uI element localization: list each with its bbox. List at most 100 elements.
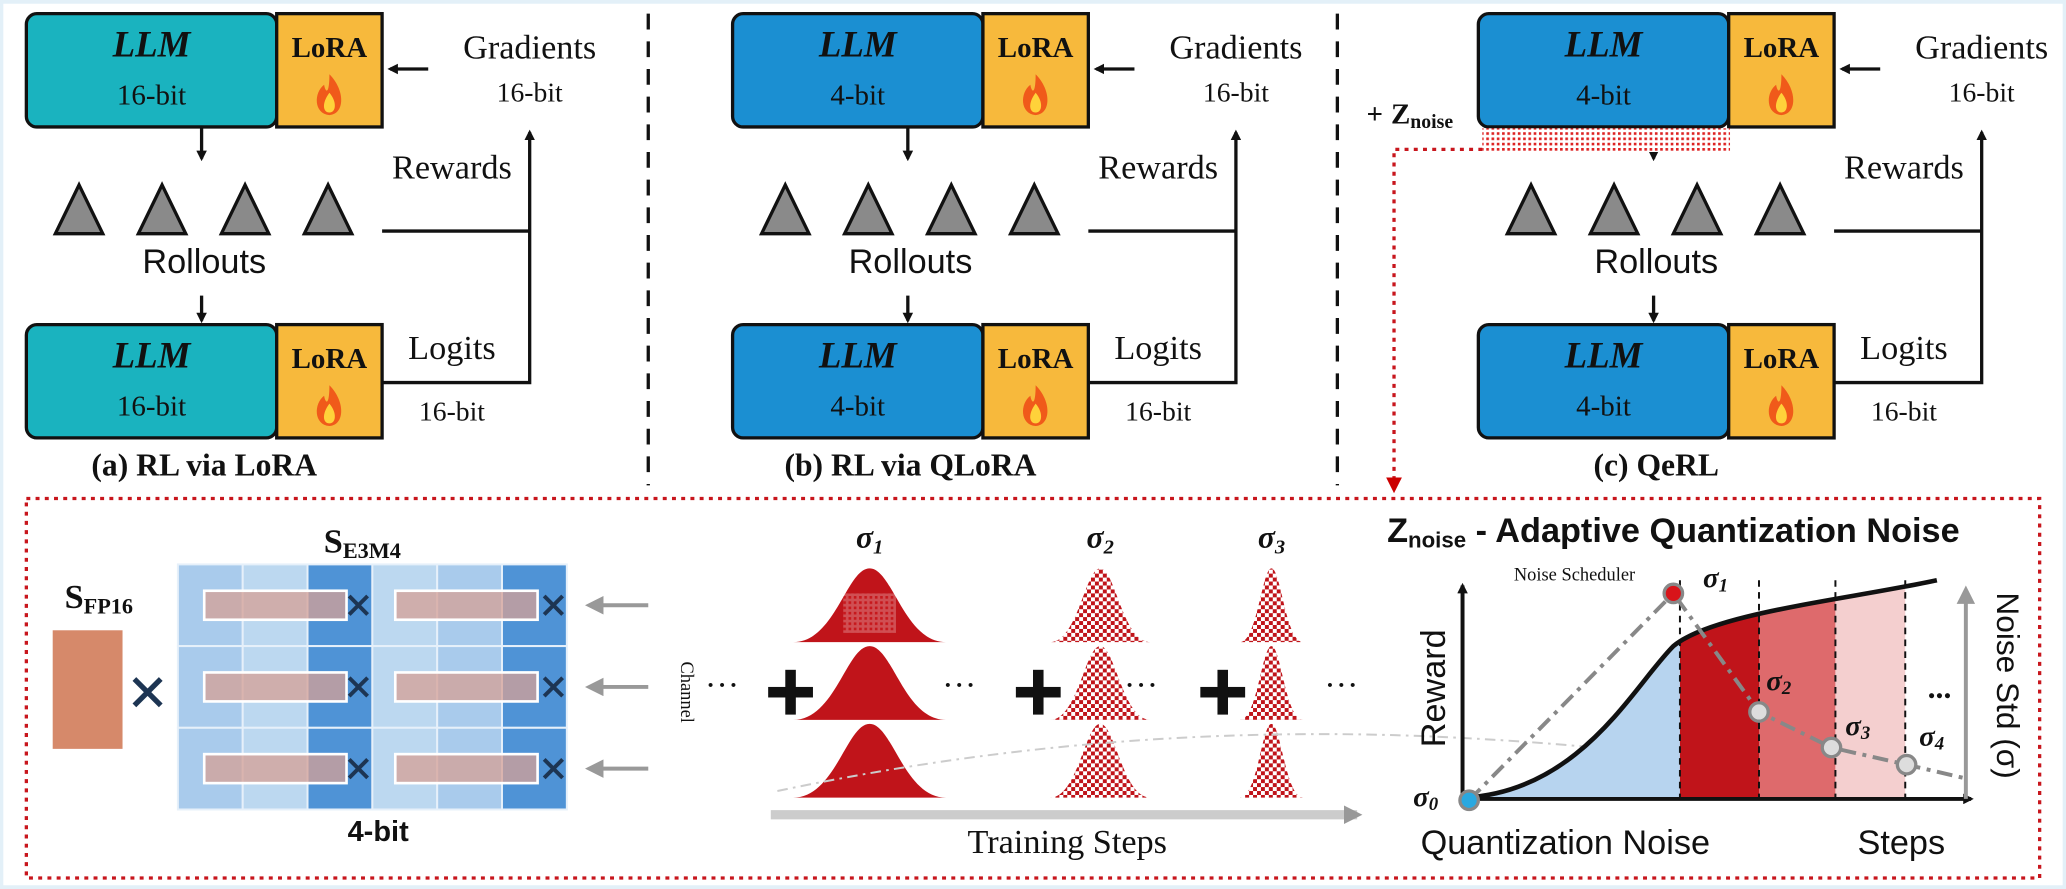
- multiply-mark: [347, 676, 370, 698]
- ellipsis: ···: [1324, 666, 1358, 704]
- gradients-label: Gradients: [463, 28, 596, 66]
- noise-distribution: [1050, 723, 1151, 798]
- subscript: 3: [1274, 536, 1285, 558]
- subscript: noise: [1410, 111, 1453, 133]
- llm-label: LLM: [818, 334, 898, 375]
- sigma-label: σ2: [1087, 520, 1114, 558]
- symbol: σ: [1766, 665, 1783, 697]
- rollouts-label: Rollouts: [1594, 243, 1718, 281]
- symbol: σ: [1703, 562, 1720, 594]
- multiply-mark: [542, 758, 565, 780]
- noise-region: [1758, 580, 1836, 798]
- point-label: σ1: [1703, 562, 1728, 597]
- scale-bar: [202, 589, 348, 622]
- scheduler-label: Noise Scheduler: [1514, 564, 1635, 584]
- rollouts-label: Rollouts: [849, 243, 973, 281]
- lora-label: LoRA: [292, 343, 368, 375]
- connector: [382, 129, 535, 385]
- noise-band: [1482, 128, 1731, 152]
- noise-region: [1835, 580, 1906, 798]
- rewards-label: Rewards: [1844, 148, 1964, 186]
- sigma-label: σ3: [1258, 520, 1285, 558]
- symbol: S: [324, 522, 343, 560]
- subscript: 4: [1934, 734, 1944, 755]
- dot-texture: [843, 593, 896, 633]
- noise-distribution: [793, 646, 947, 720]
- subscript: FP16: [84, 594, 133, 619]
- reward-curve: [1465, 577, 1938, 800]
- multiply-mark: [347, 594, 370, 616]
- noise-distribution: [793, 723, 947, 798]
- symbol: σ: [1919, 720, 1936, 752]
- logits-precision: 16-bit: [419, 396, 485, 427]
- symbol: Z: [1391, 98, 1410, 130]
- flame-core: [1775, 92, 1787, 113]
- subscript: 0: [1429, 795, 1439, 816]
- precision-label: 4-bit: [1576, 80, 1631, 112]
- sigma-label: σ1: [856, 520, 883, 558]
- flame-core: [1030, 403, 1042, 424]
- schedule-point: [1820, 736, 1843, 759]
- subscript: noise: [1408, 527, 1466, 552]
- caption: (b) RL via QLoRA: [784, 447, 1036, 482]
- connector: [1834, 129, 1987, 385]
- plus-mark: [785, 669, 796, 715]
- noise-distribution: [1050, 568, 1151, 643]
- lora-label: LoRA: [998, 343, 1074, 375]
- llm-label: LLM: [112, 334, 192, 375]
- subscript: 1: [1719, 576, 1728, 597]
- llm-label: LLM: [818, 23, 898, 64]
- flame-core: [1775, 403, 1787, 424]
- logits-precision: 16-bit: [1125, 396, 1191, 427]
- schedule-point: [1662, 582, 1685, 605]
- symbol: σ: [1258, 520, 1276, 555]
- logits-label: Logits: [1114, 329, 1202, 367]
- rewards-label: Rewards: [392, 148, 512, 186]
- e3m4-scale-label: SE3M4: [324, 522, 401, 563]
- logits-label: Logits: [1860, 329, 1948, 367]
- llm-label: LLM: [1564, 334, 1644, 375]
- scale-bar: [202, 671, 348, 703]
- logits-label: Logits: [408, 329, 496, 367]
- caption: (a) RL via LoRA: [91, 447, 317, 482]
- gradients-label: Gradients: [1169, 28, 1302, 66]
- precision-label: 4-bit: [1576, 391, 1631, 423]
- weight-precision: 4-bit: [348, 816, 410, 848]
- rollout-triangle: [52, 181, 106, 236]
- flame-core: [323, 92, 335, 113]
- rollout-triangle: [758, 181, 812, 236]
- symbol: σ: [1845, 709, 1862, 741]
- channel-label: Channel: [677, 661, 697, 722]
- multiply-mark: [132, 677, 163, 708]
- precision-label: 16-bit: [117, 80, 186, 112]
- symbol: Z: [1387, 512, 1408, 550]
- rollout-triangle: [1007, 181, 1061, 236]
- gradients-precision: 16-bit: [1203, 77, 1269, 108]
- y-axis-label: Reward: [1415, 629, 1453, 747]
- lora-label: LoRA: [998, 32, 1074, 64]
- noise-link: [1386, 147, 1483, 494]
- scale-bar: [393, 752, 539, 785]
- precision-label: 4-bit: [830, 80, 885, 112]
- rollout-triangle: [301, 181, 355, 236]
- y2-axis-label: Noise Std (σ): [1990, 592, 2026, 778]
- plus-mark: [1033, 669, 1044, 715]
- rollout-triangle: [1753, 181, 1807, 236]
- lora-label: LoRA: [292, 32, 368, 64]
- rollout-triangle: [1670, 181, 1724, 236]
- flame-core: [1030, 92, 1042, 113]
- symbol: S: [65, 578, 84, 616]
- logits-precision: 16-bit: [1871, 396, 1937, 427]
- point-label: σ0: [1413, 781, 1439, 816]
- gradients-precision: 16-bit: [1949, 77, 2015, 108]
- scale-bar: [202, 752, 348, 785]
- lora-label: LoRA: [1744, 32, 1820, 64]
- multiply-mark: [542, 676, 565, 698]
- fp16-scale-label: SFP16: [65, 578, 134, 619]
- ellipsis: ...: [1928, 670, 1952, 705]
- lora-block: [981, 322, 1090, 440]
- subscript: E3M4: [343, 538, 401, 563]
- symbol: σ: [856, 520, 874, 555]
